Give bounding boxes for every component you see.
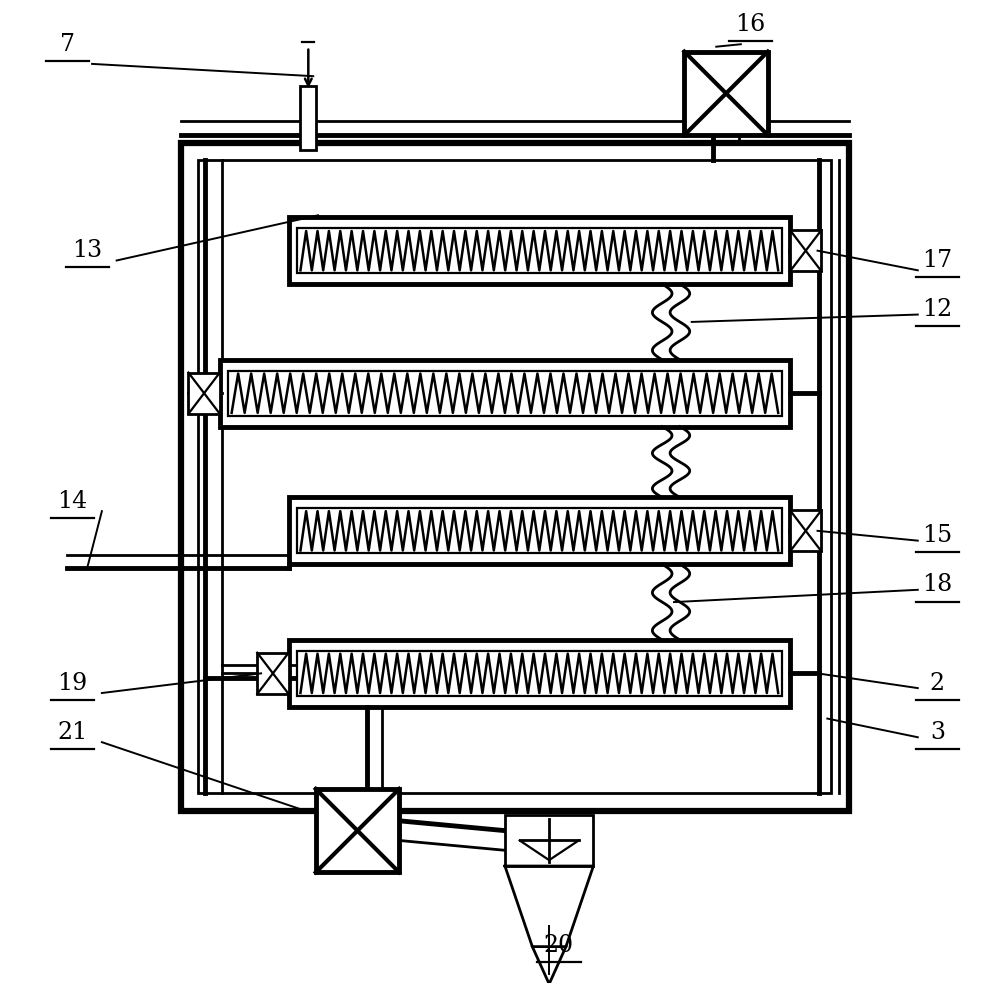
Text: 17: 17 bbox=[922, 249, 952, 272]
Bar bbox=[684, 51, 768, 135]
Text: 16: 16 bbox=[736, 13, 766, 36]
Bar bbox=[297, 508, 782, 553]
Text: 2: 2 bbox=[930, 671, 945, 695]
Bar bbox=[198, 160, 831, 793]
Text: 12: 12 bbox=[922, 298, 953, 321]
Bar bbox=[228, 371, 782, 416]
Bar bbox=[790, 230, 821, 271]
Bar bbox=[257, 653, 289, 694]
Bar bbox=[297, 651, 782, 696]
Text: 15: 15 bbox=[922, 524, 952, 548]
Bar bbox=[790, 510, 821, 551]
Bar bbox=[316, 788, 399, 873]
Text: 3: 3 bbox=[930, 721, 945, 744]
Bar bbox=[300, 86, 316, 149]
Text: 18: 18 bbox=[922, 573, 953, 597]
Text: 14: 14 bbox=[57, 490, 88, 513]
Text: 13: 13 bbox=[72, 239, 102, 262]
Bar bbox=[289, 497, 790, 564]
Text: 20: 20 bbox=[544, 934, 574, 957]
Bar bbox=[181, 143, 849, 811]
Bar bbox=[289, 217, 790, 284]
Bar bbox=[289, 640, 790, 707]
Text: 19: 19 bbox=[57, 671, 88, 695]
Bar bbox=[188, 373, 220, 414]
Bar bbox=[505, 815, 593, 866]
Bar bbox=[297, 228, 782, 273]
Bar bbox=[220, 360, 790, 427]
Text: 7: 7 bbox=[60, 32, 75, 56]
Text: 21: 21 bbox=[57, 721, 88, 744]
